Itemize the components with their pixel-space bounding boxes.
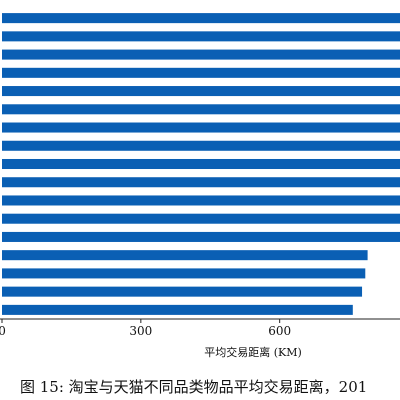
bar-8 [2, 140, 400, 151]
bar-10 [2, 177, 400, 188]
x-tick-label-300: 300 [129, 324, 152, 338]
bar-2 [2, 31, 400, 42]
bar-6 [2, 104, 400, 115]
bars-group [2, 13, 400, 315]
bar-13 [2, 231, 400, 242]
figure-caption: 图 15: 淘宝与天猫不同品类物品平均交易距离，201 [20, 378, 368, 396]
bar-5 [2, 86, 400, 97]
bar-7 [2, 122, 400, 133]
bar-17 [2, 304, 353, 315]
bar-3 [2, 49, 400, 60]
bar-15 [2, 268, 366, 279]
bar-16 [2, 286, 363, 297]
bar-14 [2, 250, 368, 261]
x-tick-label-0: 0 [0, 324, 6, 338]
x-tick-label-600: 600 [268, 324, 291, 338]
x-ticks-group: 0 300 600 [0, 319, 291, 338]
x-axis-label: 平均交易距离 (KM) [204, 345, 302, 359]
bar-12 [2, 213, 400, 224]
bar-4 [2, 67, 400, 78]
bar-1 [2, 13, 400, 24]
bar-9 [2, 158, 400, 170]
bar-11 [2, 195, 400, 206]
